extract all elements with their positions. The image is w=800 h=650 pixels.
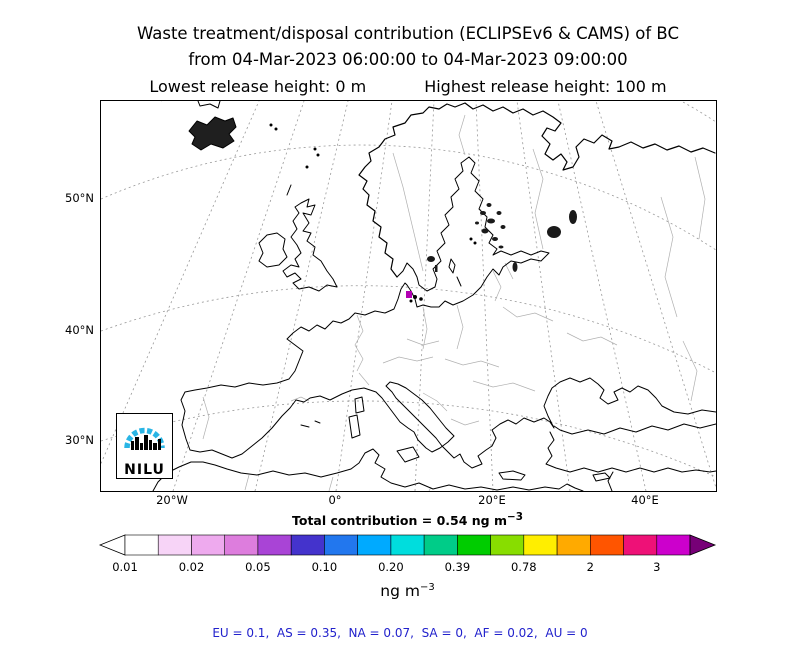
colorbar-segment <box>324 534 358 556</box>
lon-label-40e: 40°E <box>631 493 659 507</box>
colorbar-segment <box>556 534 591 556</box>
lat-label-50n: 50°N <box>65 191 94 205</box>
colorbar-segment <box>457 534 491 556</box>
colorbar-segment <box>490 534 525 556</box>
colorbar-segment <box>623 534 658 556</box>
total-contribution: Total contribution = 0.54 ng m−3 <box>292 511 523 529</box>
colorbar-tick: 0.01 <box>112 560 138 574</box>
colorbar-segment <box>124 534 159 556</box>
colorbar-segment <box>589 534 624 556</box>
colorbar-arrow-left <box>98 534 126 556</box>
colorbar-tick: 0.39 <box>444 560 471 574</box>
colorbar-tick: 0.20 <box>378 560 404 574</box>
colorbar-segment <box>423 534 458 556</box>
colorbar-tick: 0.05 <box>245 560 271 574</box>
colorbar-segment <box>390 534 425 556</box>
page-title: Waste treatment/disposal contribution (E… <box>137 24 679 43</box>
lat-label-30n: 30°N <box>65 433 94 447</box>
colorbar-segment <box>257 534 292 556</box>
europe-map <box>101 101 716 491</box>
nilu-logo-text: NILU <box>124 462 165 478</box>
colorbar-segment <box>656 534 691 556</box>
colorbar-tick: 0.02 <box>178 560 205 574</box>
lon-label-20e: 20°E <box>478 493 506 507</box>
title-period: from 04-Mar-2023 06:00:00 to 04-Mar-2023… <box>188 50 628 69</box>
coastlines <box>152 101 716 491</box>
colorbar-segment <box>523 534 558 556</box>
colorbar-arrow-right <box>689 534 717 556</box>
lakes <box>427 203 577 272</box>
lon-label-0: 0° <box>328 493 342 507</box>
map-plot: NILU <box>100 100 717 492</box>
colorbar-tick: 3 <box>653 560 661 574</box>
colorbar-segment <box>191 534 226 556</box>
release-marker <box>406 291 412 298</box>
colorbar-segment <box>357 534 392 556</box>
colorbar-tick: 0.78 <box>510 560 537 574</box>
colorbar <box>98 534 717 556</box>
lon-label-20w: 20°W <box>156 493 188 507</box>
colorbar-tick: 2 <box>586 560 594 574</box>
release-height-highest: Highest release height: 100 m <box>424 77 667 96</box>
colorbar-unit: ng m−3 <box>380 582 435 601</box>
country-borders <box>202 114 706 491</box>
colorbar-segment <box>224 534 259 556</box>
graticule <box>101 101 716 491</box>
nilu-logo: NILU <box>116 413 173 479</box>
release-height-lowest: Lowest release height: 0 m <box>149 77 367 96</box>
nilu-skyline-icon <box>131 435 161 450</box>
nilu-logo-icon <box>124 427 165 450</box>
colorbar-segment <box>157 534 192 556</box>
colorbar-segment <box>290 534 325 556</box>
release-heights: Lowest release height: 0 m Highest relea… <box>8 77 800 96</box>
footer-contributions: EU = 0.1, AS = 0.35, NA = 0.07, SA = 0, … <box>212 626 588 640</box>
lat-label-40n: 40°N <box>65 323 94 337</box>
colorbar-tick: 0.10 <box>311 560 338 574</box>
